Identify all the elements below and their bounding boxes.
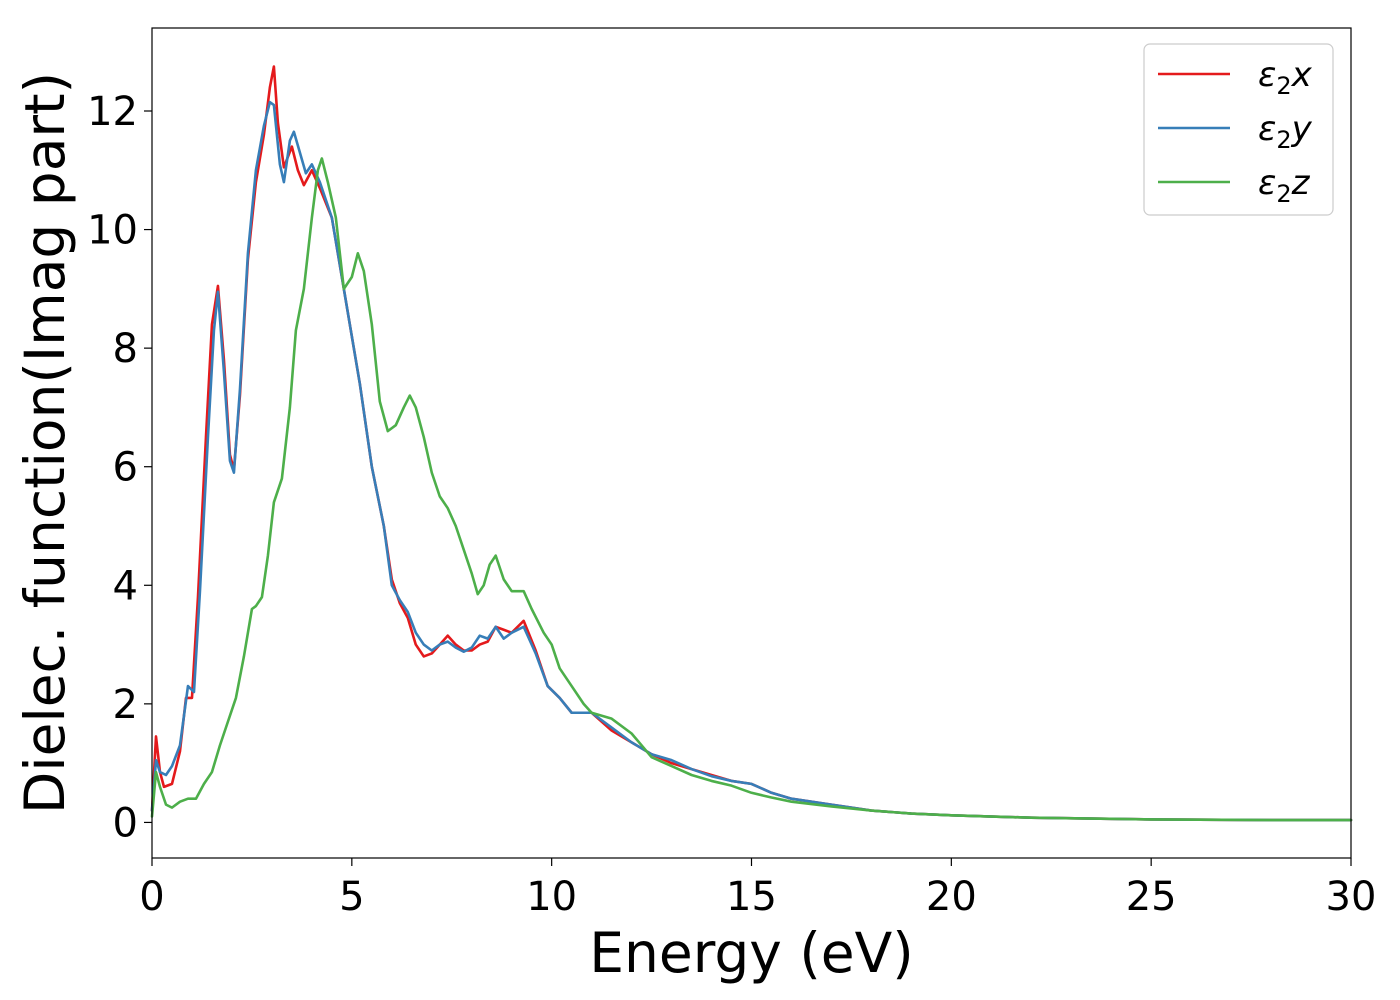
x-axis-label: Energy (eV) xyxy=(589,921,913,985)
x-tick-label: 30 xyxy=(1326,874,1377,920)
x-tick-label: 0 xyxy=(139,874,164,920)
x-tick-label: 5 xyxy=(339,874,364,920)
legend-symbol: ε xyxy=(1258,55,1276,95)
legend-component: x xyxy=(1291,55,1313,95)
series-layer xyxy=(150,65,1353,822)
x-tick-label: 20 xyxy=(926,874,977,920)
y-axis-label: Dielec. function(Imag part) xyxy=(13,72,77,814)
legend-box xyxy=(1143,43,1334,216)
legend-component: z xyxy=(1291,163,1311,203)
legend-subscript: 2 xyxy=(1276,126,1291,154)
y-tick-label: 0 xyxy=(113,800,138,846)
y-tick-label: 6 xyxy=(113,445,138,491)
legend-symbol: ε xyxy=(1258,163,1276,203)
legend-subscript: 2 xyxy=(1276,72,1291,100)
legend-label: ε2y xyxy=(1258,109,1313,154)
legend-label: ε2x xyxy=(1258,55,1313,100)
x-tick-label: 25 xyxy=(1126,874,1177,920)
x-tick-label: 10 xyxy=(526,874,577,920)
y-tick-label: 12 xyxy=(87,89,138,135)
y-tick-label: 8 xyxy=(113,326,138,372)
legend-item-x: ε2x xyxy=(1158,55,1313,100)
legend-subscript: 2 xyxy=(1276,180,1291,208)
x-axis-ticks: 0 5 10 15 20 25 30 xyxy=(139,858,1376,920)
y-tick-label: 4 xyxy=(113,563,138,609)
series-line-z xyxy=(150,157,1353,822)
y-tick-label: 2 xyxy=(113,682,138,728)
series-line-y xyxy=(150,100,1353,822)
y-tick-label: 10 xyxy=(87,208,138,254)
legend-symbol: ε xyxy=(1258,109,1276,149)
legend-item-z: ε2z xyxy=(1158,163,1311,208)
legend-component: y xyxy=(1291,109,1313,149)
y-axis-ticks: 0 2 4 6 8 10 12 xyxy=(87,89,152,846)
x-tick-label: 15 xyxy=(726,874,777,920)
legend-label: ε2z xyxy=(1258,163,1311,208)
legend-item-y: ε2y xyxy=(1158,109,1313,154)
